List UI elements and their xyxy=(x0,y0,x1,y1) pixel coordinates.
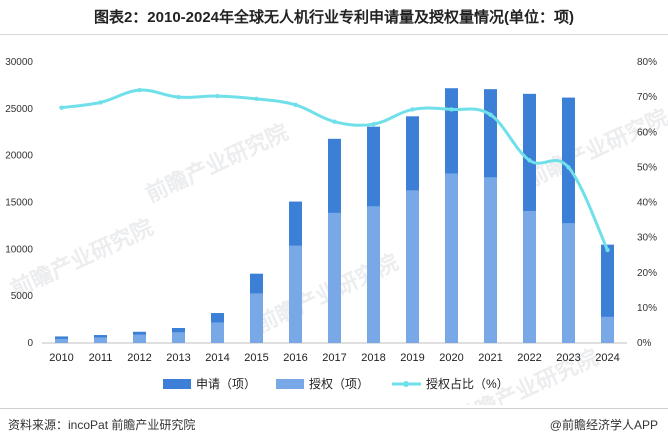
y-left-tick-label: 20000 xyxy=(5,151,33,162)
grant-bar xyxy=(601,316,614,343)
grant-bar xyxy=(523,210,536,343)
y-right-tick-label: 0% xyxy=(637,338,652,349)
watermark-text: 前瞻产业研究院 xyxy=(522,104,668,192)
ratio-point xyxy=(293,102,298,108)
x-tick-label: 2010 xyxy=(49,352,73,364)
y-left-tick-label: 15000 xyxy=(5,198,33,209)
y-right-tick-label: 20% xyxy=(637,268,657,279)
legend-marker-ratio xyxy=(403,381,409,387)
grant-bar xyxy=(289,245,302,343)
watermark-text: 前瞻产业研究院 xyxy=(142,119,292,207)
ratio-point xyxy=(254,96,259,102)
legend-label-apply: 申请（项） xyxy=(196,377,256,391)
y-right-tick-label: 50% xyxy=(637,162,657,173)
ratio-point xyxy=(449,107,454,112)
x-tick-label: 2018 xyxy=(361,352,385,364)
y-left-tick-label: 30000 xyxy=(5,57,33,68)
legend-label-grant: 授权（项） xyxy=(309,376,369,391)
ratio-point xyxy=(410,107,415,112)
ratio-point xyxy=(527,158,532,163)
x-tick-label: 2017 xyxy=(322,352,346,364)
y-right-tick-label: 70% xyxy=(637,92,657,103)
x-tick-label: 2015 xyxy=(244,352,268,364)
y-right-tick-label: 60% xyxy=(637,127,657,138)
ratio-point xyxy=(332,119,337,124)
grant-bar xyxy=(367,206,380,343)
grant-bar xyxy=(328,212,341,343)
x-tick-label: 2014 xyxy=(205,352,229,364)
y-right-tick-label: 10% xyxy=(637,303,657,314)
legend-label-ratio: 授权占比（%） xyxy=(426,376,509,391)
footer-divider xyxy=(0,408,668,409)
x-tick-label: 2019 xyxy=(400,352,424,364)
grant-bar xyxy=(562,223,575,343)
grant-bar xyxy=(94,337,107,343)
title-divider xyxy=(0,34,668,35)
x-tick-label: 2012 xyxy=(127,352,151,364)
grant-bar xyxy=(133,334,146,343)
y-left-tick-label: 10000 xyxy=(5,244,33,255)
bar-series xyxy=(55,88,614,344)
legend: 申请（项） 授权（项） 授权占比（%） xyxy=(163,376,509,391)
ratio-point xyxy=(176,94,181,100)
y-left-tick-label: 25000 xyxy=(5,104,33,115)
grant-bar xyxy=(172,332,185,343)
y-right-tick-label: 40% xyxy=(637,198,657,209)
legend-swatch-grant xyxy=(276,379,304,389)
y-left-tick-label: 0 xyxy=(27,338,33,349)
ratio-point xyxy=(488,112,493,117)
ratio-point xyxy=(566,165,571,170)
source-note: 资料来源：incoPat 前瞻产业研究院 xyxy=(8,418,196,432)
ratio-point xyxy=(215,93,220,99)
x-tick-label: 2024 xyxy=(595,352,619,364)
footer: 资料来源：incoPat 前瞻产业研究院 @前瞻经济学人APP xyxy=(0,408,668,443)
x-tick-label: 2013 xyxy=(166,352,190,364)
grant-bar xyxy=(406,190,419,343)
legend-swatch-apply xyxy=(163,379,191,389)
ratio-point xyxy=(98,100,103,105)
grant-bar xyxy=(211,322,224,343)
y-right-tick-label: 30% xyxy=(637,233,657,244)
x-tick-label: 2020 xyxy=(439,352,463,364)
grant-bar xyxy=(250,293,263,343)
x-tick-label: 2011 xyxy=(89,352,113,364)
grant-bar xyxy=(484,177,497,343)
y-left-tick-label: 5000 xyxy=(11,291,34,302)
x-tick-label: 2022 xyxy=(517,352,541,364)
x-tick-label: 2021 xyxy=(478,352,502,364)
x-tick-label: 2023 xyxy=(556,352,580,364)
ratio-point xyxy=(59,105,64,110)
grant-bar xyxy=(55,338,68,343)
x-tick-label: 2016 xyxy=(283,352,307,364)
y-right-tick-label: 80% xyxy=(637,57,657,68)
ratio-point xyxy=(137,87,142,93)
brand-credit: @前瞻经济学人APP xyxy=(549,418,658,432)
grant-bar xyxy=(445,173,458,343)
ratio-point xyxy=(605,247,610,253)
line-series xyxy=(59,87,610,253)
chart-title: 图表2：2010-2024年全球无人机行业专利申请量及授权量情况(单位：项) xyxy=(93,9,575,26)
watermark-text: 前瞻产业研究院 xyxy=(7,214,157,302)
ratio-point xyxy=(371,121,376,127)
